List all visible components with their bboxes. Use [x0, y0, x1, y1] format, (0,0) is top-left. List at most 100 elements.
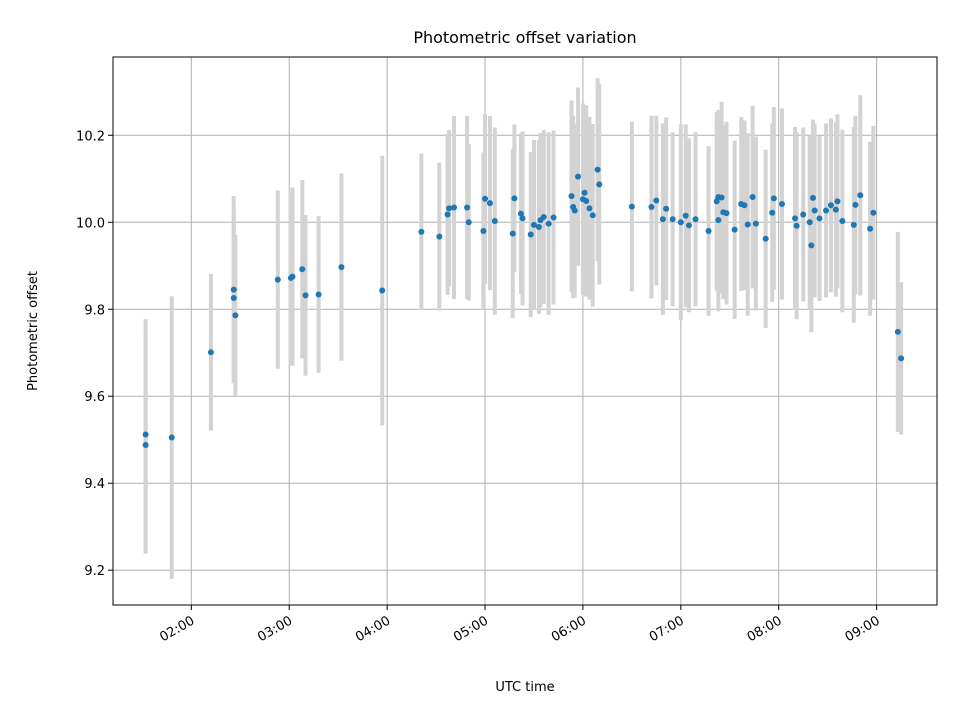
data-point	[834, 198, 841, 205]
data-point	[800, 211, 807, 218]
data-point	[744, 221, 751, 228]
data-point	[545, 220, 552, 227]
data-point	[778, 201, 785, 208]
data-point	[669, 216, 676, 223]
data-point	[731, 226, 738, 233]
data-point	[663, 205, 670, 212]
data-point	[575, 173, 582, 180]
data-point	[315, 291, 322, 298]
data-point	[723, 210, 730, 217]
data-point	[586, 205, 593, 212]
data-point	[299, 266, 306, 273]
data-point	[827, 202, 834, 209]
data-point	[168, 434, 175, 441]
data-point	[594, 166, 601, 173]
data-point	[444, 211, 451, 218]
data-point	[232, 312, 239, 319]
data-point	[230, 294, 237, 301]
plot-frame	[112, 56, 938, 606]
data-point	[852, 201, 859, 208]
data-point	[519, 215, 526, 222]
data-point	[894, 328, 901, 335]
data-point	[338, 264, 345, 271]
data-point	[142, 431, 149, 438]
data-point	[809, 194, 816, 201]
data-point	[715, 217, 722, 224]
data-point	[274, 276, 281, 283]
data-point	[752, 220, 759, 227]
data-point	[770, 195, 777, 202]
data-point	[451, 204, 458, 211]
data-point	[685, 222, 692, 229]
data-point	[832, 206, 839, 213]
data-point	[596, 181, 603, 188]
data-point	[806, 219, 813, 226]
data-point	[571, 207, 578, 214]
data-point	[302, 292, 309, 299]
data-point	[659, 216, 666, 223]
data-point	[550, 214, 557, 221]
x-axis-label: UTC time	[495, 680, 554, 695]
data-point	[705, 227, 712, 234]
data-point	[870, 209, 877, 216]
y-tick-label: 9.8	[84, 303, 105, 318]
data-point	[718, 194, 725, 201]
data-point	[436, 233, 443, 240]
data-point	[486, 200, 493, 207]
y-tick-label: 10.2	[76, 129, 105, 144]
data-point	[648, 204, 655, 211]
data-point	[527, 231, 534, 238]
data-point	[762, 235, 769, 242]
data-point	[867, 225, 874, 232]
data-point	[230, 286, 237, 293]
data-point	[464, 204, 471, 211]
data-point	[540, 214, 547, 221]
data-point	[628, 203, 635, 210]
data-point	[692, 216, 699, 223]
y-tick-label: 10.0	[76, 216, 105, 231]
y-tick-label: 9.4	[84, 477, 105, 492]
data-point	[142, 441, 149, 448]
data-point	[509, 230, 516, 237]
data-point	[769, 209, 776, 216]
y-tick-label: 9.6	[84, 390, 105, 405]
data-point	[535, 224, 542, 231]
data-point	[839, 217, 846, 224]
data-point	[589, 212, 596, 219]
data-point	[653, 197, 660, 204]
data-point	[491, 217, 498, 224]
data-point	[418, 228, 425, 235]
data-point	[517, 210, 524, 217]
data-point	[823, 207, 830, 214]
data-point	[898, 355, 905, 362]
grid-lines	[113, 57, 937, 605]
data-point	[850, 221, 857, 228]
data-point	[568, 193, 575, 200]
data-point	[793, 222, 800, 229]
data-points	[142, 78, 905, 579]
data-point	[480, 227, 487, 234]
y-axis-label: Photometric offset	[26, 271, 41, 391]
data-point	[581, 189, 588, 196]
y-tick-label: 9.2	[84, 564, 105, 579]
data-point	[811, 207, 818, 214]
data-point	[792, 215, 799, 222]
data-point	[682, 212, 689, 219]
data-point	[808, 242, 815, 249]
data-point	[741, 202, 748, 209]
data-point	[465, 219, 472, 226]
chart-title: Photometric offset variation	[413, 28, 636, 47]
data-point	[583, 197, 590, 204]
data-point	[530, 221, 537, 228]
data-point	[816, 215, 823, 222]
data-point	[379, 287, 386, 294]
data-point	[857, 192, 864, 199]
data-point	[511, 195, 518, 202]
data-point	[749, 194, 756, 201]
data-point	[207, 349, 214, 356]
data-point	[482, 195, 489, 202]
data-point	[289, 273, 296, 280]
data-point	[677, 219, 684, 226]
